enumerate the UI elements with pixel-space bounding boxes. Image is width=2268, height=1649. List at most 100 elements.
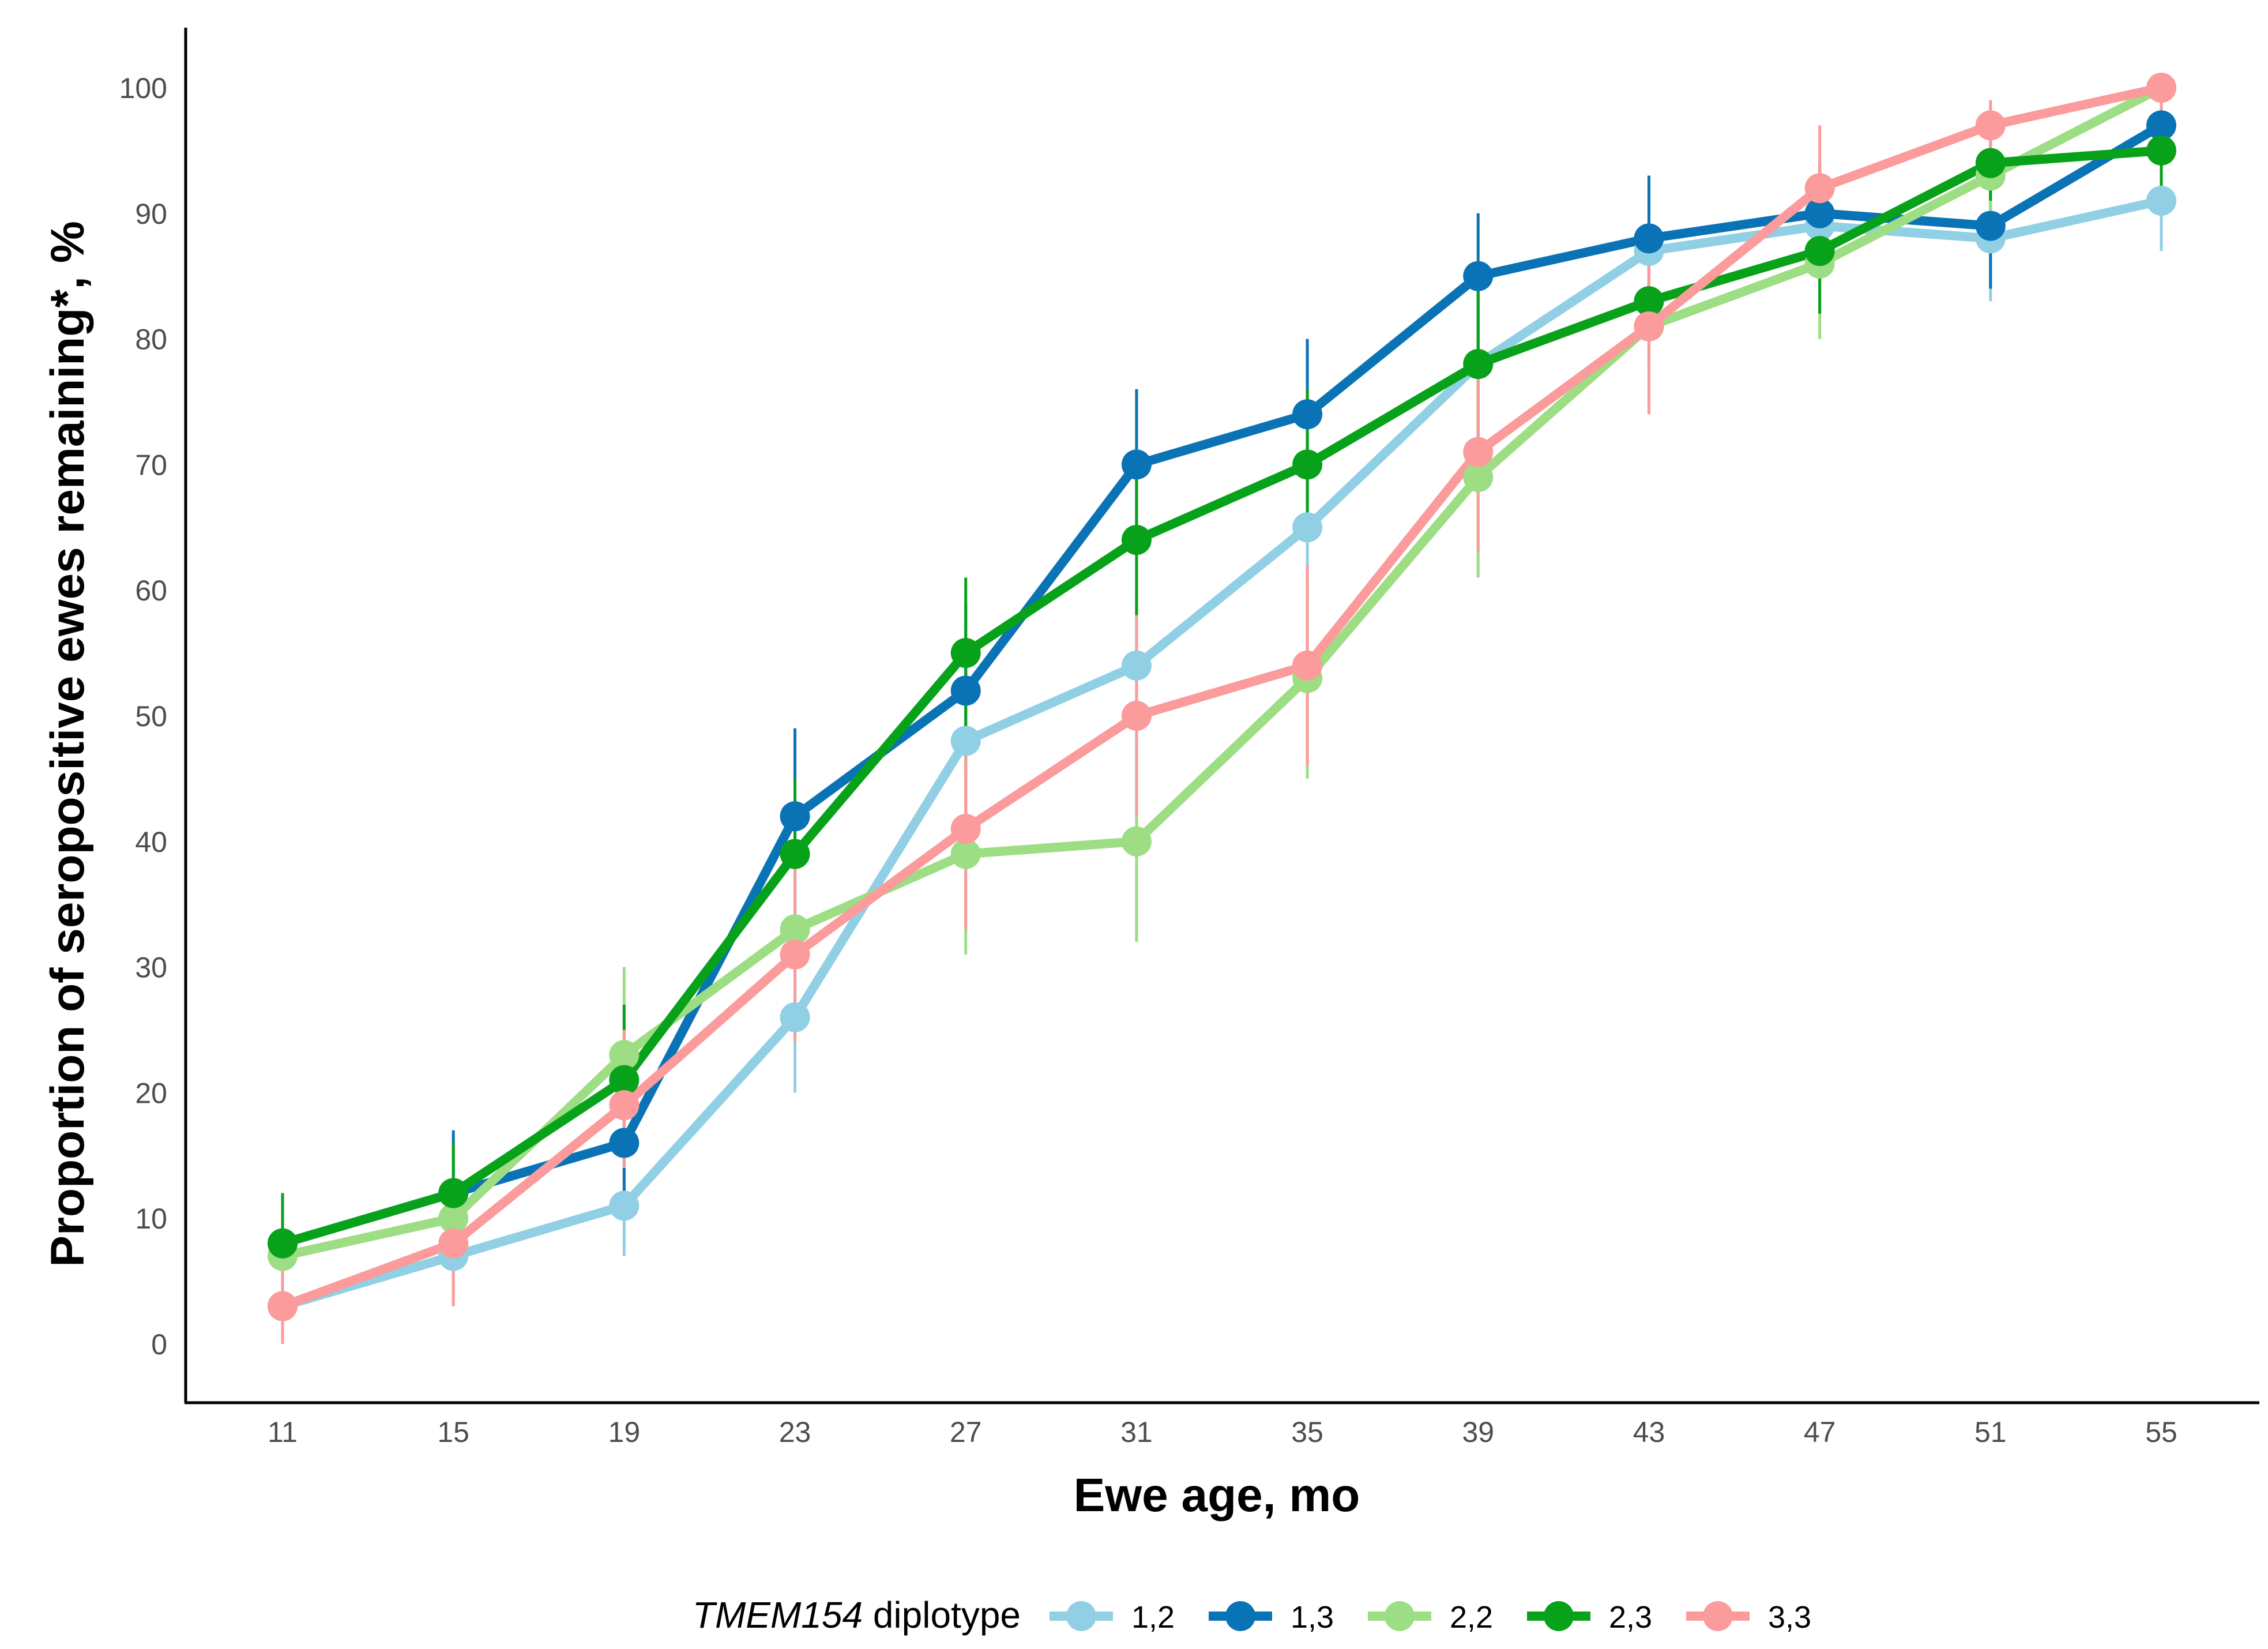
- data-point-2-3: [609, 1065, 640, 1095]
- y-tick-label: 0: [151, 1328, 167, 1361]
- legend-key-point: [1225, 1601, 1255, 1631]
- data-point-1-3: [1121, 449, 1152, 480]
- data-point-2-3: [268, 1228, 298, 1259]
- data-point-1-2: [780, 1002, 810, 1032]
- legend-item-3-3: 3,3: [1686, 1600, 1811, 1635]
- data-point-2-3: [1975, 148, 2006, 178]
- legend-item-2-2: 2,2: [1368, 1600, 1493, 1635]
- series-points: [268, 73, 2176, 1321]
- y-tick-label: 50: [135, 700, 167, 733]
- legend-item-2-3: 2,3: [1527, 1600, 1652, 1635]
- x-tick-label: 27: [950, 1416, 982, 1448]
- legend-key-point: [1703, 1601, 1733, 1631]
- data-point-2-2: [780, 914, 810, 945]
- y-tick-label: 20: [135, 1077, 167, 1109]
- data-point-2-2: [438, 1203, 469, 1234]
- data-point-2-3: [2146, 135, 2176, 166]
- series-line-1-2: [278, 196, 2166, 1311]
- data-point-2-2: [609, 1040, 640, 1070]
- data-point-1-2: [1292, 512, 1323, 543]
- series-line-2-3: [278, 145, 2166, 1248]
- legend-key-point: [1385, 1601, 1415, 1631]
- data-point-2-2: [950, 839, 981, 869]
- legend: TMEM154 diplotype 1,2 1,3 2,2 2,3 3,3: [693, 1594, 1811, 1636]
- data-point-1-3: [609, 1128, 640, 1158]
- legend-label: 1,3: [1291, 1600, 1334, 1635]
- data-point-1-3: [950, 675, 981, 706]
- data-point-2-2: [1463, 462, 1494, 493]
- y-tick-label: 30: [135, 952, 167, 984]
- data-point-1-3: [1804, 198, 1835, 228]
- axes: [184, 28, 2259, 1404]
- y-tick-label: 40: [135, 826, 167, 858]
- x-tick-label: 51: [1974, 1416, 2007, 1448]
- data-point-2-3: [1121, 525, 1152, 555]
- legend-title-gene: TMEM154: [693, 1594, 863, 1636]
- data-point-3-3: [950, 814, 981, 844]
- data-point-2-3: [780, 839, 810, 869]
- x-tick-label: 35: [1291, 1416, 1323, 1448]
- y-tick-label: 90: [135, 198, 167, 230]
- data-point-3-3: [609, 1090, 640, 1121]
- x-tick-label: 43: [1633, 1416, 1665, 1448]
- data-point-3-3: [1292, 650, 1323, 681]
- legend-item-1-2: 1,2: [1050, 1600, 1175, 1635]
- legend-key-point: [1544, 1601, 1574, 1631]
- x-tick-label: 31: [1120, 1416, 1153, 1448]
- data-point-1-3: [1634, 223, 1664, 254]
- data-point-3-3: [1975, 110, 2006, 141]
- data-point-2-3: [1463, 349, 1494, 380]
- data-point-1-2: [1121, 650, 1152, 681]
- data-point-3-3: [1634, 311, 1664, 341]
- data-point-1-2: [609, 1190, 640, 1221]
- y-tick-label: 10: [135, 1203, 167, 1235]
- data-point-2-3: [1292, 449, 1323, 480]
- data-point-3-3: [268, 1291, 298, 1321]
- x-tick-label: 23: [779, 1416, 811, 1448]
- x-tick-label: 39: [1462, 1416, 1494, 1448]
- data-point-2-3: [1804, 236, 1835, 266]
- data-point-3-3: [1121, 701, 1152, 731]
- data-point-1-3: [780, 801, 810, 832]
- data-point-1-2: [950, 726, 981, 756]
- data-point-3-3: [438, 1228, 469, 1259]
- x-tick-label: 15: [437, 1416, 469, 1448]
- y-tick-label: 60: [135, 574, 167, 607]
- legend-label: 2,3: [1609, 1600, 1652, 1635]
- data-point-2-3: [438, 1178, 469, 1208]
- data-point-1-3: [1292, 399, 1323, 430]
- data-point-3-3: [1804, 173, 1835, 204]
- legend-label: 3,3: [1768, 1600, 1811, 1635]
- legend-title-suffix: diplotype: [863, 1594, 1021, 1636]
- y-axis-title: Proportion of seropositive ewes remainin…: [42, 221, 94, 1267]
- legend-item-1-3: 1,3: [1209, 1600, 1334, 1635]
- legend-label: 1,2: [1131, 1600, 1175, 1635]
- legend-items: 1,2 1,3 2,2 2,3 3,3: [1050, 1600, 1811, 1635]
- x-tick-label: 11: [268, 1416, 298, 1448]
- y-tick-label: 100: [119, 72, 167, 104]
- data-point-2-2: [1121, 826, 1152, 857]
- data-point-1-3: [1463, 261, 1494, 291]
- series-line-1-3: [278, 121, 2166, 1248]
- data-point-3-3: [2146, 73, 2176, 103]
- data-point-3-3: [1463, 437, 1494, 467]
- y-tick-label: 80: [135, 324, 167, 356]
- data-point-1-3: [1975, 211, 2006, 241]
- tick-labels: 11 15 19 23 27 31 35 39 43 47 51 55 0 10 20 30 40 50 60 70 8…: [119, 72, 2177, 1448]
- x-tick-label: 47: [1804, 1416, 1836, 1448]
- data-point-1-2: [2146, 186, 2176, 216]
- y-tick-label: 70: [135, 449, 167, 481]
- data-point-2-3: [950, 638, 981, 668]
- x-axis-title: Ewe age, mo: [1074, 1469, 1360, 1522]
- legend-title: TMEM154 diplotype: [693, 1594, 1021, 1636]
- data-point-2-3: [1634, 286, 1664, 317]
- data-point-3-3: [780, 939, 810, 970]
- x-tick-label: 19: [608, 1416, 641, 1448]
- data-point-1-3: [2146, 110, 2176, 141]
- series-line-2-2: [278, 83, 2166, 1261]
- x-tick-label: 55: [2145, 1416, 2177, 1448]
- series-lines: [278, 83, 2166, 1311]
- legend-key-point: [1066, 1601, 1096, 1631]
